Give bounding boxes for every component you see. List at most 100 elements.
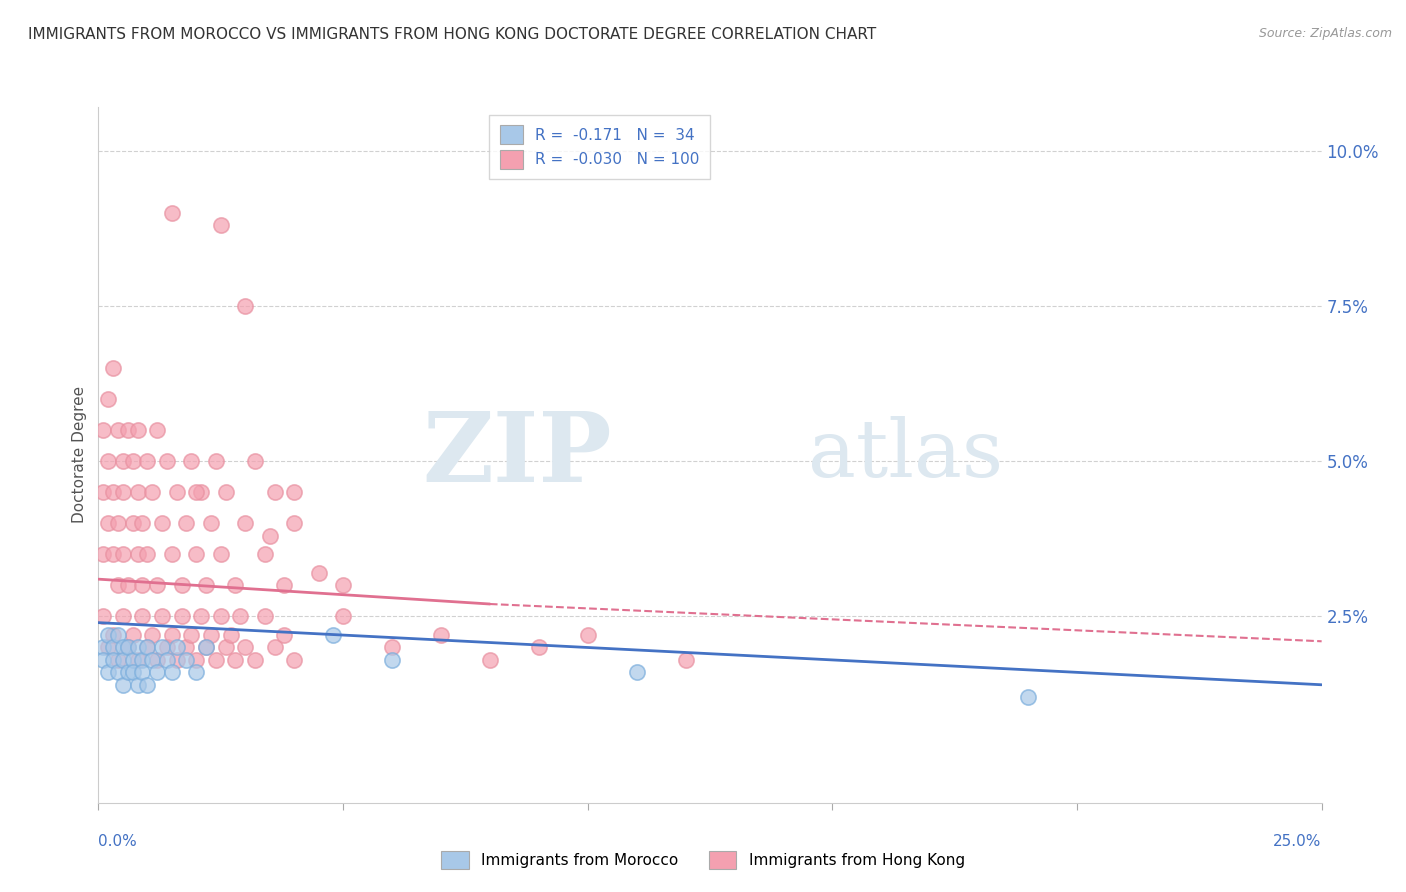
Point (131, 609, 153, 624)
Point (136, 454, 159, 468)
Y-axis label: Doctorate Degree: Doctorate Degree (72, 386, 87, 524)
Point (150, 640, 173, 655)
Point (224, 653, 246, 667)
Point (107, 628, 129, 642)
Point (176, 640, 198, 655)
Point (97, 516, 120, 531)
Point (117, 423, 139, 437)
Point (91, 423, 114, 437)
Point (127, 640, 149, 655)
Point (111, 678, 134, 692)
Text: Source: ZipAtlas.com: Source: ZipAtlas.com (1258, 27, 1392, 40)
Point (91, 547, 114, 561)
Point (576, 628, 599, 642)
Point (283, 516, 305, 531)
Point (170, 609, 193, 624)
Point (209, 609, 232, 624)
Point (229, 609, 252, 624)
Point (224, 578, 246, 592)
Point (101, 640, 124, 655)
Point (117, 578, 139, 592)
Point (146, 578, 169, 592)
Point (101, 628, 124, 642)
Point (214, 640, 236, 655)
Point (107, 516, 129, 531)
Point (381, 640, 404, 655)
Point (160, 665, 183, 680)
Point (101, 485, 124, 500)
Point (150, 516, 173, 531)
Text: ZIP: ZIP (423, 408, 612, 502)
Point (243, 653, 266, 667)
Point (156, 653, 179, 667)
Point (195, 640, 218, 655)
Point (136, 547, 159, 561)
Point (176, 653, 198, 667)
Point (527, 640, 550, 655)
Point (131, 516, 153, 531)
Text: atlas: atlas (808, 416, 1002, 494)
Legend: R =  -0.171   N =  34, R =  -0.030   N = 100: R = -0.171 N = 34, R = -0.030 N = 100 (489, 115, 710, 179)
Point (626, 665, 648, 680)
Point (136, 640, 159, 655)
Point (322, 628, 344, 642)
Point (131, 578, 153, 592)
Point (209, 218, 232, 232)
Point (121, 665, 143, 680)
Point (430, 628, 453, 642)
Point (121, 653, 143, 667)
Point (91, 485, 114, 500)
Point (200, 516, 222, 531)
Point (214, 485, 236, 500)
Point (263, 485, 285, 500)
Point (332, 578, 354, 592)
Point (127, 485, 149, 500)
Point (127, 423, 149, 437)
Point (209, 547, 232, 561)
Point (121, 628, 143, 642)
Point (117, 640, 139, 655)
Point (111, 547, 134, 561)
Point (200, 628, 222, 642)
Point (233, 516, 256, 531)
Point (117, 640, 139, 655)
Point (107, 653, 129, 667)
Point (332, 609, 354, 624)
Point (156, 640, 179, 655)
Point (91, 640, 114, 655)
Point (91, 653, 114, 667)
Point (186, 485, 208, 500)
Point (478, 653, 501, 667)
Point (97, 628, 120, 642)
Point (233, 640, 256, 655)
Point (195, 640, 218, 655)
Point (675, 653, 697, 667)
Point (170, 578, 193, 592)
Point (150, 609, 173, 624)
Point (131, 665, 153, 680)
Point (273, 578, 295, 592)
Point (111, 653, 134, 667)
Point (259, 529, 281, 543)
Point (141, 485, 163, 500)
Point (91, 609, 114, 624)
Point (233, 299, 256, 313)
Point (121, 454, 143, 468)
Point (97, 454, 120, 468)
Point (136, 678, 159, 692)
Point (127, 653, 149, 667)
Point (107, 665, 129, 680)
Point (160, 205, 183, 219)
Point (111, 609, 134, 624)
Point (101, 361, 124, 376)
Legend: Immigrants from Morocco, Immigrants from Hong Kong: Immigrants from Morocco, Immigrants from… (436, 845, 970, 875)
Point (195, 578, 218, 592)
Point (253, 609, 276, 624)
Point (176, 516, 198, 531)
Point (146, 423, 169, 437)
Point (111, 640, 134, 655)
Point (97, 392, 120, 406)
Point (308, 566, 330, 580)
Point (97, 640, 120, 655)
Point (243, 454, 266, 468)
